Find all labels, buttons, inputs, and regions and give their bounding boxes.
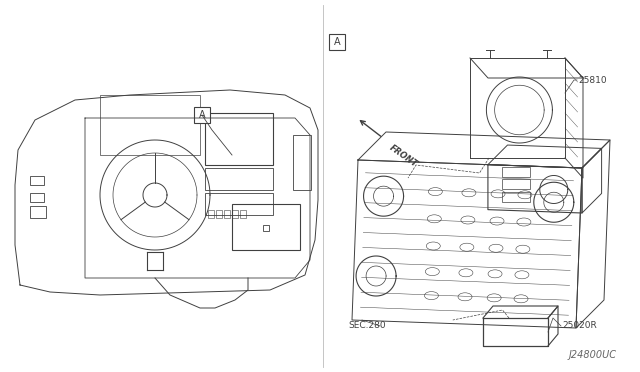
Bar [293,135,311,190]
Bar [194,107,210,123]
Bar [30,193,44,202]
Bar [208,210,214,218]
Bar [502,180,530,189]
Bar [329,34,345,50]
Bar [240,210,246,218]
Text: A: A [198,110,205,120]
Bar [224,210,230,218]
Bar [205,193,273,215]
Bar [216,210,222,218]
Text: SEC.280: SEC.280 [348,321,386,330]
Bar [100,95,200,155]
Bar [205,113,273,165]
Bar [30,206,46,218]
Bar [30,176,44,185]
Text: J24800UC: J24800UC [569,350,617,360]
Text: 25810: 25810 [578,76,607,84]
Bar [205,168,273,190]
Text: FRONT: FRONT [388,143,419,169]
Bar [502,167,530,177]
Bar [232,210,238,218]
Bar [232,204,300,250]
Text: 25020R: 25020R [562,321,596,330]
Bar [502,192,530,202]
Text: A: A [333,37,340,47]
